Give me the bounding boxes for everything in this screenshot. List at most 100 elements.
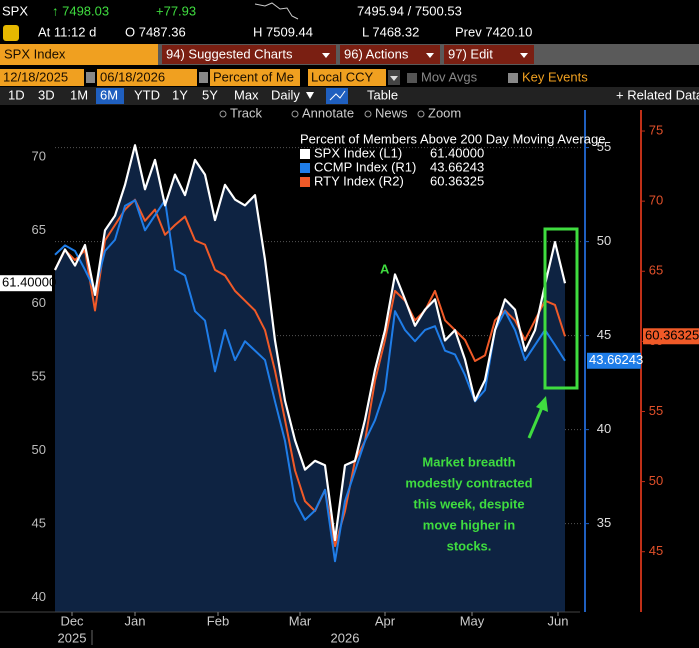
status-icon — [3, 25, 19, 41]
option: Key Events — [522, 69, 588, 84]
checkbox[interactable] — [508, 73, 518, 83]
currency-box[interactable] — [308, 69, 386, 86]
dropdown-caret — [322, 53, 330, 58]
year-label: 2025 — [58, 630, 87, 645]
menu-item: 94) Suggested Charts — [166, 46, 293, 61]
frequency[interactable]: Daily — [271, 87, 300, 102]
series-line — [54, 198, 566, 548]
range-button[interactable]: YTD — [134, 87, 160, 102]
tick-label: 50 — [32, 442, 46, 457]
prev-close: Prev 7420.10 — [455, 24, 532, 39]
tick-label: 60 — [32, 295, 46, 310]
tick-label: 55 — [597, 139, 611, 154]
x-tick-label: Apr — [375, 613, 396, 628]
x-tick-label: Mar — [289, 613, 312, 628]
low: L 7468.32 — [362, 24, 419, 39]
series-line — [54, 199, 566, 563]
tool-glyph — [219, 110, 227, 118]
checkbox[interactable] — [407, 73, 417, 83]
tick-label: 40 — [597, 421, 611, 436]
tool-glyph — [364, 110, 372, 118]
last-value-label: 60.36325 — [645, 328, 699, 343]
tick-label: 40 — [32, 589, 46, 604]
ticker: SPX — [2, 3, 28, 18]
legend-swatch — [300, 149, 310, 159]
annotation: stocks. — [447, 538, 492, 553]
tool-glyph — [417, 110, 425, 118]
tick-label: 50 — [649, 473, 663, 488]
annotation: Market breadth — [422, 454, 515, 469]
tick-label: 75 — [649, 122, 663, 137]
annotation: this week, despite — [413, 496, 524, 511]
tick-label: 45 — [597, 327, 611, 342]
range-button[interactable]: 3D — [38, 87, 55, 102]
tool[interactable]: Zoom — [428, 105, 461, 120]
time: At 11:12 d — [38, 24, 96, 39]
start-date: 12/18/2025 — [3, 69, 68, 84]
tick-label: 65 — [32, 222, 46, 237]
range-button[interactable]: 1Y — [172, 87, 188, 102]
calendar-icon — [86, 72, 95, 83]
related-data[interactable]: + Related Data — [616, 87, 699, 102]
year-label: 2026 — [331, 630, 360, 645]
open: O 7487.36 — [125, 24, 186, 39]
bid-ask: 7495.94 / 7500.53 — [357, 3, 462, 18]
tick-label: 35 — [597, 515, 611, 530]
annotation: modestly contracted — [405, 475, 532, 490]
x-tick-label: Jan — [125, 613, 146, 628]
event-marker: A — [380, 261, 390, 276]
tool[interactable]: Annotate — [302, 105, 354, 120]
legend-value: 60.36325 — [430, 173, 484, 188]
option: Mov Avgs — [421, 69, 478, 84]
field-box[interactable] — [210, 69, 300, 86]
dropdown-caret — [426, 53, 434, 58]
highlight-box — [543, 227, 579, 390]
x-tick-label: Jun — [548, 613, 569, 628]
x-tick-label: Feb — [207, 613, 229, 628]
x-tick-label: May — [460, 613, 485, 628]
series-line — [54, 144, 567, 542]
chart-icon[interactable] — [326, 88, 348, 104]
sparkline — [254, 2, 299, 20]
range-bar — [0, 87, 699, 105]
legend-entry: CCMP Index (R1) — [314, 159, 416, 174]
tool[interactable]: News — [375, 105, 408, 120]
tick-label: 70 — [32, 148, 46, 163]
annotation: move higher in — [423, 517, 516, 532]
menu-item: 96) Actions — [344, 46, 409, 61]
end-date-box[interactable] — [97, 69, 197, 86]
range-button[interactable]: 1M — [70, 87, 88, 102]
tick-label: 45 — [649, 543, 663, 558]
calendar-icon — [199, 72, 208, 83]
last-value-label: 43.66243 — [589, 352, 643, 367]
legend-swatch — [300, 163, 310, 173]
legend-title: Percent of Members Above 200 Day Moving … — [300, 131, 605, 146]
last-price: ↑ 7498.03 — [52, 3, 109, 18]
range-button[interactable]: 1D — [8, 87, 25, 102]
last-value-box — [0, 275, 52, 292]
last-value-label: 61.40000 — [2, 275, 56, 290]
menu-button[interactable] — [162, 45, 336, 64]
legend-entry: RTY Index (R2) — [314, 173, 404, 188]
tick-label: 70 — [649, 193, 663, 208]
range-button[interactable]: Max — [234, 87, 259, 102]
range-button[interactable]: 5Y — [202, 87, 218, 102]
table-button[interactable]: Table — [367, 87, 398, 102]
tool[interactable]: Track — [230, 105, 263, 120]
arrow-head — [536, 396, 548, 412]
tick-label: 65 — [649, 263, 663, 278]
menu-item: 97) Edit — [448, 46, 493, 61]
menu-button[interactable] — [340, 45, 440, 64]
range-selected[interactable] — [96, 88, 124, 104]
dropdown-caret — [390, 76, 398, 81]
tick-label: 55 — [32, 369, 46, 384]
legend-value: 61.40000 — [430, 145, 484, 160]
menu-button[interactable] — [444, 45, 534, 64]
range-button[interactable]: 6M — [100, 87, 118, 102]
start-date-box[interactable] — [0, 69, 84, 86]
security-box[interactable] — [0, 44, 158, 65]
last-value-box — [587, 352, 641, 369]
security: SPX Index — [4, 46, 66, 61]
change: +77.93 — [156, 3, 196, 18]
